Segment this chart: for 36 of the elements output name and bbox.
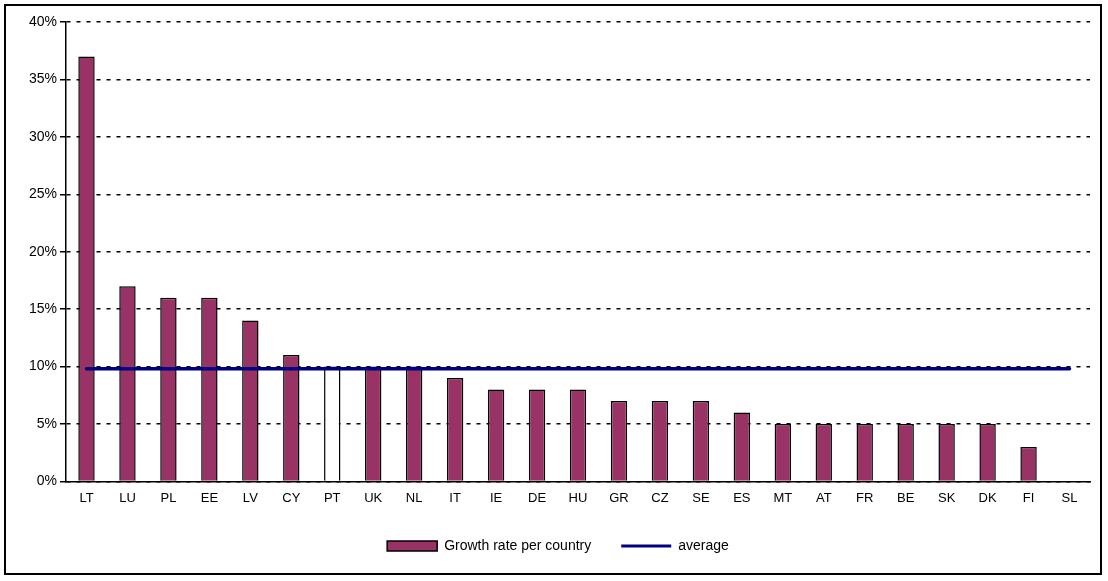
x-tick-label: SL [1061,489,1078,505]
x-tick-label: PL [160,489,177,505]
y-tick-label: 30% [28,127,58,144]
x-tick-label: IE [489,489,503,505]
y-tick-label: 0% [36,472,58,489]
x-tick-label: CZ [651,489,669,505]
x-tick-label: HU [568,489,588,505]
legend-label: Growth rate per country [444,536,592,553]
x-tick-label: PT [323,489,341,505]
x-tick-label: EE [200,489,219,505]
x-tick-label: DK [978,489,997,505]
x-tick-label: ES [733,489,751,505]
y-tick-label: 40% [28,12,58,29]
x-tick-label: LT [79,489,94,505]
x-tick-label: AT [815,489,832,505]
x-tick-label: FI [1022,489,1035,505]
y-tick-label: 25% [28,185,58,202]
x-tick-label: LU [119,489,136,505]
y-tick-label: 15% [28,299,58,316]
x-tick-label: UK [364,489,383,505]
x-tick-label: LV [242,489,259,505]
x-tick-label: NL [405,489,423,505]
x-tick-label: CY [282,489,301,505]
x-tick-label: DE [528,489,547,505]
legend-label: average [678,536,730,553]
y-tick-label: 35% [28,70,58,87]
x-tick-label: IT [449,489,461,505]
x-tick-label: SE [692,489,710,505]
x-tick-label: FR [856,489,874,505]
y-tick-label: 20% [28,242,58,259]
x-tick-label: BE [897,489,915,505]
x-tick-label: MT [773,489,793,505]
x-tick-label: GR [609,489,629,505]
x-tick-label: SK [937,489,956,505]
y-tick-label: 5% [36,414,58,431]
y-tick-label: 10% [28,357,58,374]
